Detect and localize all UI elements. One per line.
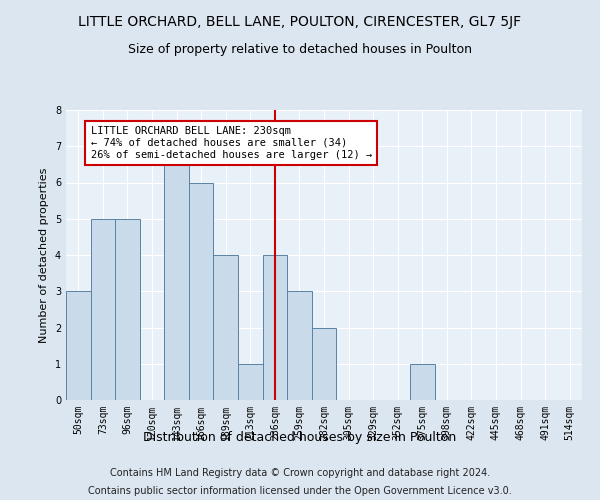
Text: Contains HM Land Registry data © Crown copyright and database right 2024.: Contains HM Land Registry data © Crown c… <box>110 468 490 477</box>
Bar <box>115 219 140 400</box>
Bar <box>238 364 263 400</box>
Bar <box>214 255 238 400</box>
Bar <box>91 219 115 400</box>
Text: LITTLE ORCHARD BELL LANE: 230sqm
← 74% of detached houses are smaller (34)
26% o: LITTLE ORCHARD BELL LANE: 230sqm ← 74% o… <box>91 126 372 160</box>
Text: Contains public sector information licensed under the Open Government Licence v3: Contains public sector information licen… <box>88 486 512 496</box>
Bar <box>410 364 434 400</box>
Bar <box>66 291 91 400</box>
Text: Distribution of detached houses by size in Poulton: Distribution of detached houses by size … <box>143 431 457 444</box>
Text: LITTLE ORCHARD, BELL LANE, POULTON, CIRENCESTER, GL7 5JF: LITTLE ORCHARD, BELL LANE, POULTON, CIRE… <box>79 15 521 29</box>
Bar <box>164 146 189 400</box>
Bar <box>263 255 287 400</box>
Y-axis label: Number of detached properties: Number of detached properties <box>40 168 49 342</box>
Bar <box>287 291 312 400</box>
Bar <box>189 182 214 400</box>
Text: Size of property relative to detached houses in Poulton: Size of property relative to detached ho… <box>128 42 472 56</box>
Bar <box>312 328 336 400</box>
